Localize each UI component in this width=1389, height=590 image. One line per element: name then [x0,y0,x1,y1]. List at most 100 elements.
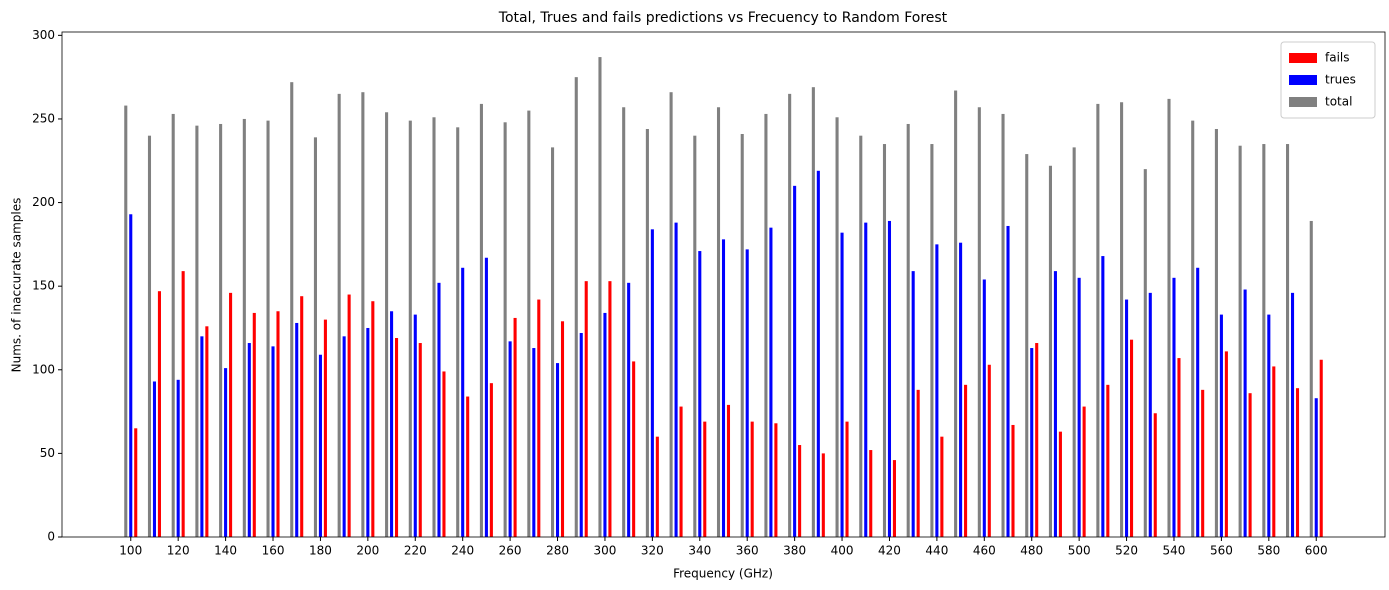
x-tick-label: 240 [451,544,474,558]
x-tick-label: 400 [831,544,854,558]
bar [1153,413,1157,537]
bar [1048,165,1052,537]
bar [750,421,754,537]
x-tick-label: 320 [641,544,664,558]
bar [171,113,175,538]
bar [1025,154,1029,538]
bar [1238,145,1242,537]
bar [1248,393,1252,537]
bar [200,336,204,537]
bar [940,436,944,537]
bar [418,343,422,537]
x-tick-label: 280 [546,544,569,558]
x-tick-label: 220 [404,544,427,558]
bar [698,251,702,538]
bar [703,421,707,537]
bar [537,299,541,537]
bar [456,127,460,537]
x-tick-label: 180 [309,544,332,558]
bar [845,421,849,537]
bar [987,364,991,537]
bar [608,281,612,537]
bar [390,311,394,537]
bar [1072,147,1076,537]
bar [930,144,934,537]
bar [1177,358,1181,537]
x-tick-label: 360 [736,544,759,558]
bar [442,371,446,537]
bar [1219,314,1223,537]
bar [152,381,157,537]
bar [954,90,958,537]
bar [887,220,892,537]
bar [1096,103,1100,537]
bar [219,123,223,537]
bar [1196,267,1200,537]
bar [916,389,920,537]
bar [224,368,228,537]
bar [627,282,631,537]
bar [1001,113,1005,538]
bar [650,229,654,538]
bar [247,343,251,537]
bar [769,227,773,537]
x-tick-label: 100 [119,544,142,558]
bar [655,436,659,537]
bar [1006,225,1010,537]
bar [484,257,488,537]
bar [1120,102,1124,538]
bar [835,117,839,537]
bar [1290,292,1295,537]
bar [669,92,673,538]
bar [252,312,256,537]
x-tick-label: 540 [1163,544,1186,558]
bar [579,332,583,537]
bar [906,123,910,537]
bar [959,242,963,537]
bar [1309,220,1313,537]
bar [129,214,133,537]
bar [347,294,351,537]
bar [532,348,536,537]
y-tick-label: 0 [47,530,55,544]
bar [295,322,299,537]
bar [176,379,180,537]
bar [503,122,507,538]
bar [1143,169,1147,537]
bar [584,281,588,537]
bar [361,92,365,538]
bar [774,423,778,537]
bar [1106,384,1110,537]
x-tick-label: 340 [688,544,711,558]
x-tick-label: 140 [214,544,237,558]
x-tick-label: 560 [1210,544,1233,558]
bar [461,267,465,537]
bar [342,336,346,537]
bar [147,135,152,538]
y-axis-label: Nums. of inaccurate samples [10,198,24,373]
bar [157,291,161,537]
bar [290,82,294,538]
y-tick-label: 300 [32,28,55,42]
bar [489,383,493,537]
bar [574,77,578,537]
bar [603,312,607,537]
x-axis-label: Frequency (GHz) [673,567,773,581]
bar [788,93,792,538]
bar [242,118,246,537]
x-tick-label: 580 [1257,544,1280,558]
bar [1011,424,1015,537]
bar [508,341,512,537]
y-tick-label: 150 [32,279,55,293]
bar [1201,389,1205,537]
bar [266,120,270,538]
bar [811,87,815,537]
bar [300,296,304,537]
bar [598,57,602,537]
bar [859,135,863,538]
x-tick-label: 480 [1020,544,1043,558]
x-tick-label: 300 [593,544,616,558]
bar [1053,271,1057,537]
x-tick-label: 420 [878,544,901,558]
bar [721,239,726,537]
